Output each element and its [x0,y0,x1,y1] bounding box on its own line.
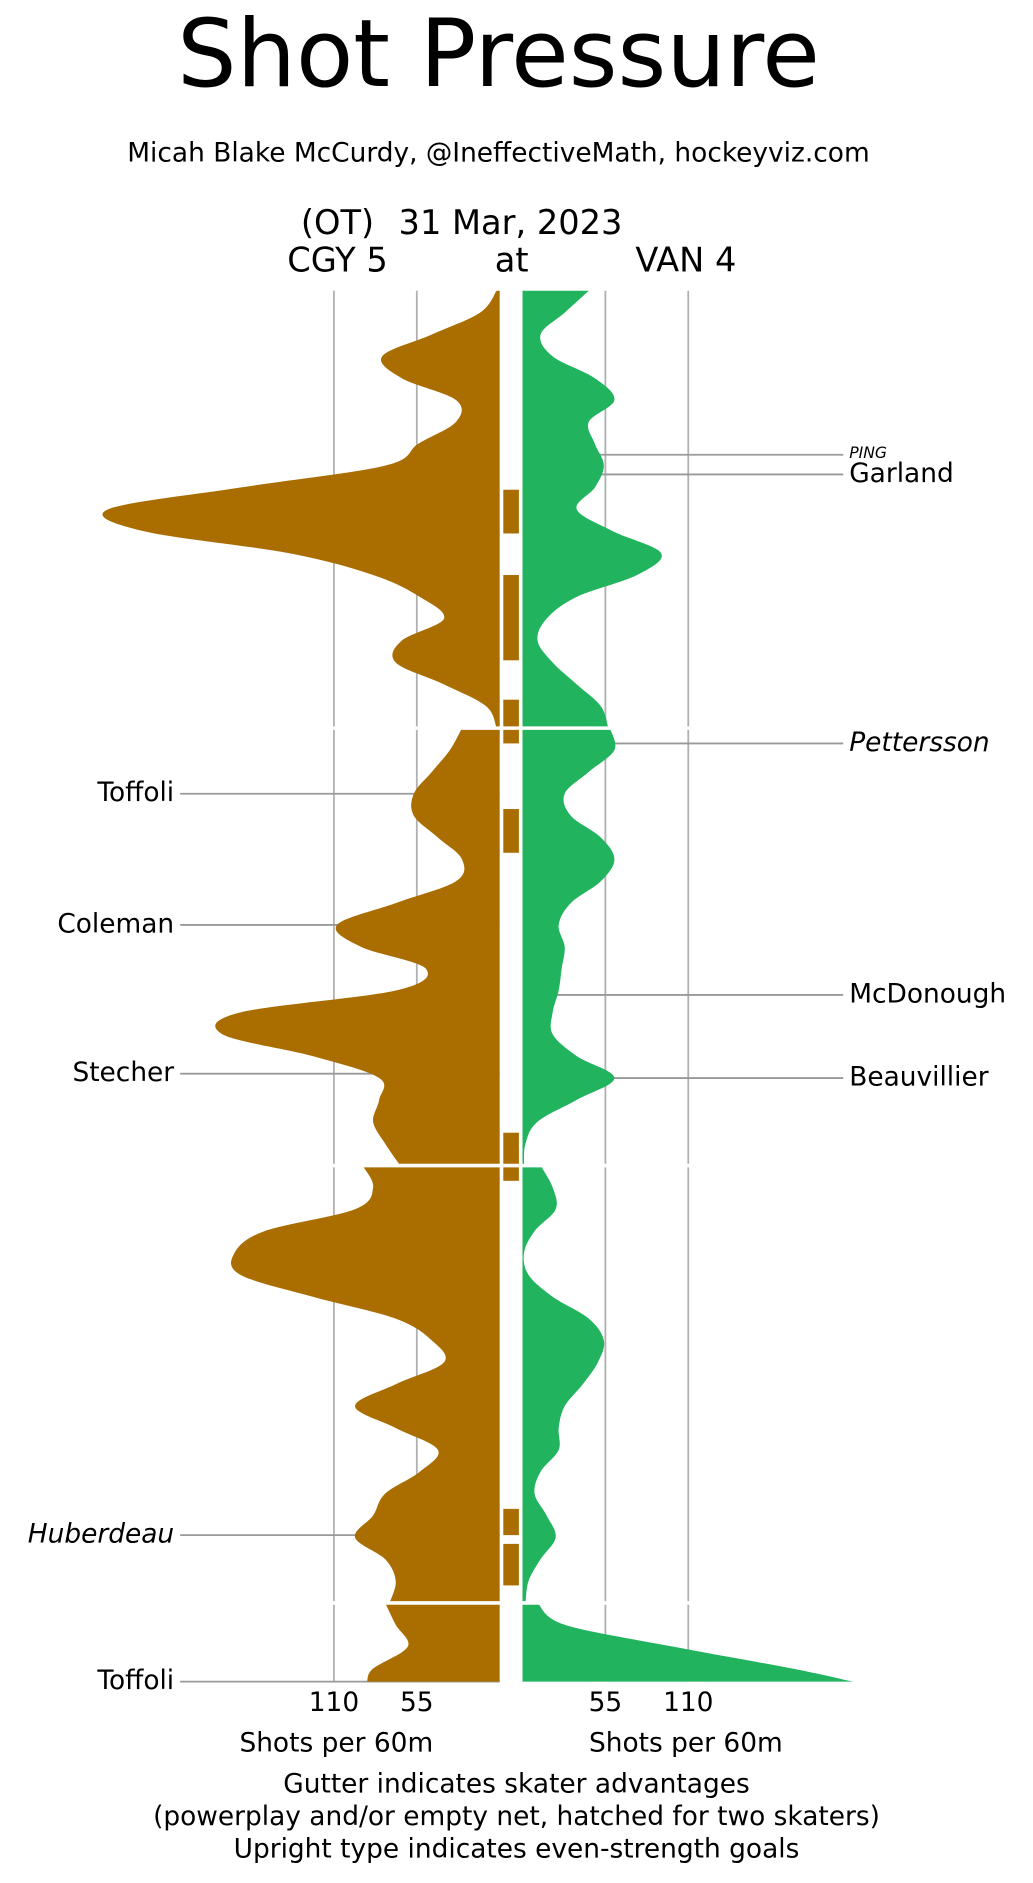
subtitle: Micah Blake McCurdy, @IneffectiveMath, h… [127,137,869,168]
goal-label: PING [849,444,887,462]
footnote: Gutter indicates skater advantages [283,1768,749,1799]
density-area [522,290,662,729]
goal-label: McDonough [849,978,1006,1009]
advantage-block [503,575,519,661]
density-area [215,728,500,1166]
x-tick-label: 55 [400,1687,434,1718]
advantage-block [503,1508,519,1536]
goal-label: Toffoli [96,777,174,808]
density-area [522,1602,853,1682]
x-tick-label: 55 [589,1687,623,1718]
footnote: Upright type indicates even-strength goa… [234,1833,800,1864]
goal-label: Garland [849,458,954,489]
goal-label: Pettersson [849,727,989,758]
advantage-block [503,809,519,853]
density-area [522,728,616,1166]
chart-title: Shot Pressure [177,0,820,109]
home-team: VAN 4 [635,240,736,279]
density-area [231,1165,500,1603]
x-tick-label: 110 [309,1687,359,1718]
advantage-block [503,699,519,744]
date: 31 Mar, 2023 [399,203,623,242]
advantage-block [503,1543,519,1586]
overtime: (OT) [301,203,374,242]
x-axis-label: Shots per 60m [589,1728,783,1759]
density-area [102,290,500,729]
goal-label: Beauvillier [849,1062,988,1093]
goal-label: Coleman [57,908,174,939]
density-area [522,1165,605,1603]
goal-label: Toffoli [96,1665,174,1696]
x-tick-label: 110 [663,1687,713,1718]
advantage-block [503,489,519,534]
footnote: (powerplay and/or empty net, hatched for… [153,1801,880,1832]
x-axis-label: Shots per 60m [239,1728,433,1759]
density-area [367,1602,500,1682]
advantage-block [503,1132,519,1181]
goal-label: Huberdeau [28,1519,174,1550]
away-team: CGY 5 [287,240,387,279]
at: at [495,240,529,279]
goal-label: Stecher [72,1057,174,1088]
